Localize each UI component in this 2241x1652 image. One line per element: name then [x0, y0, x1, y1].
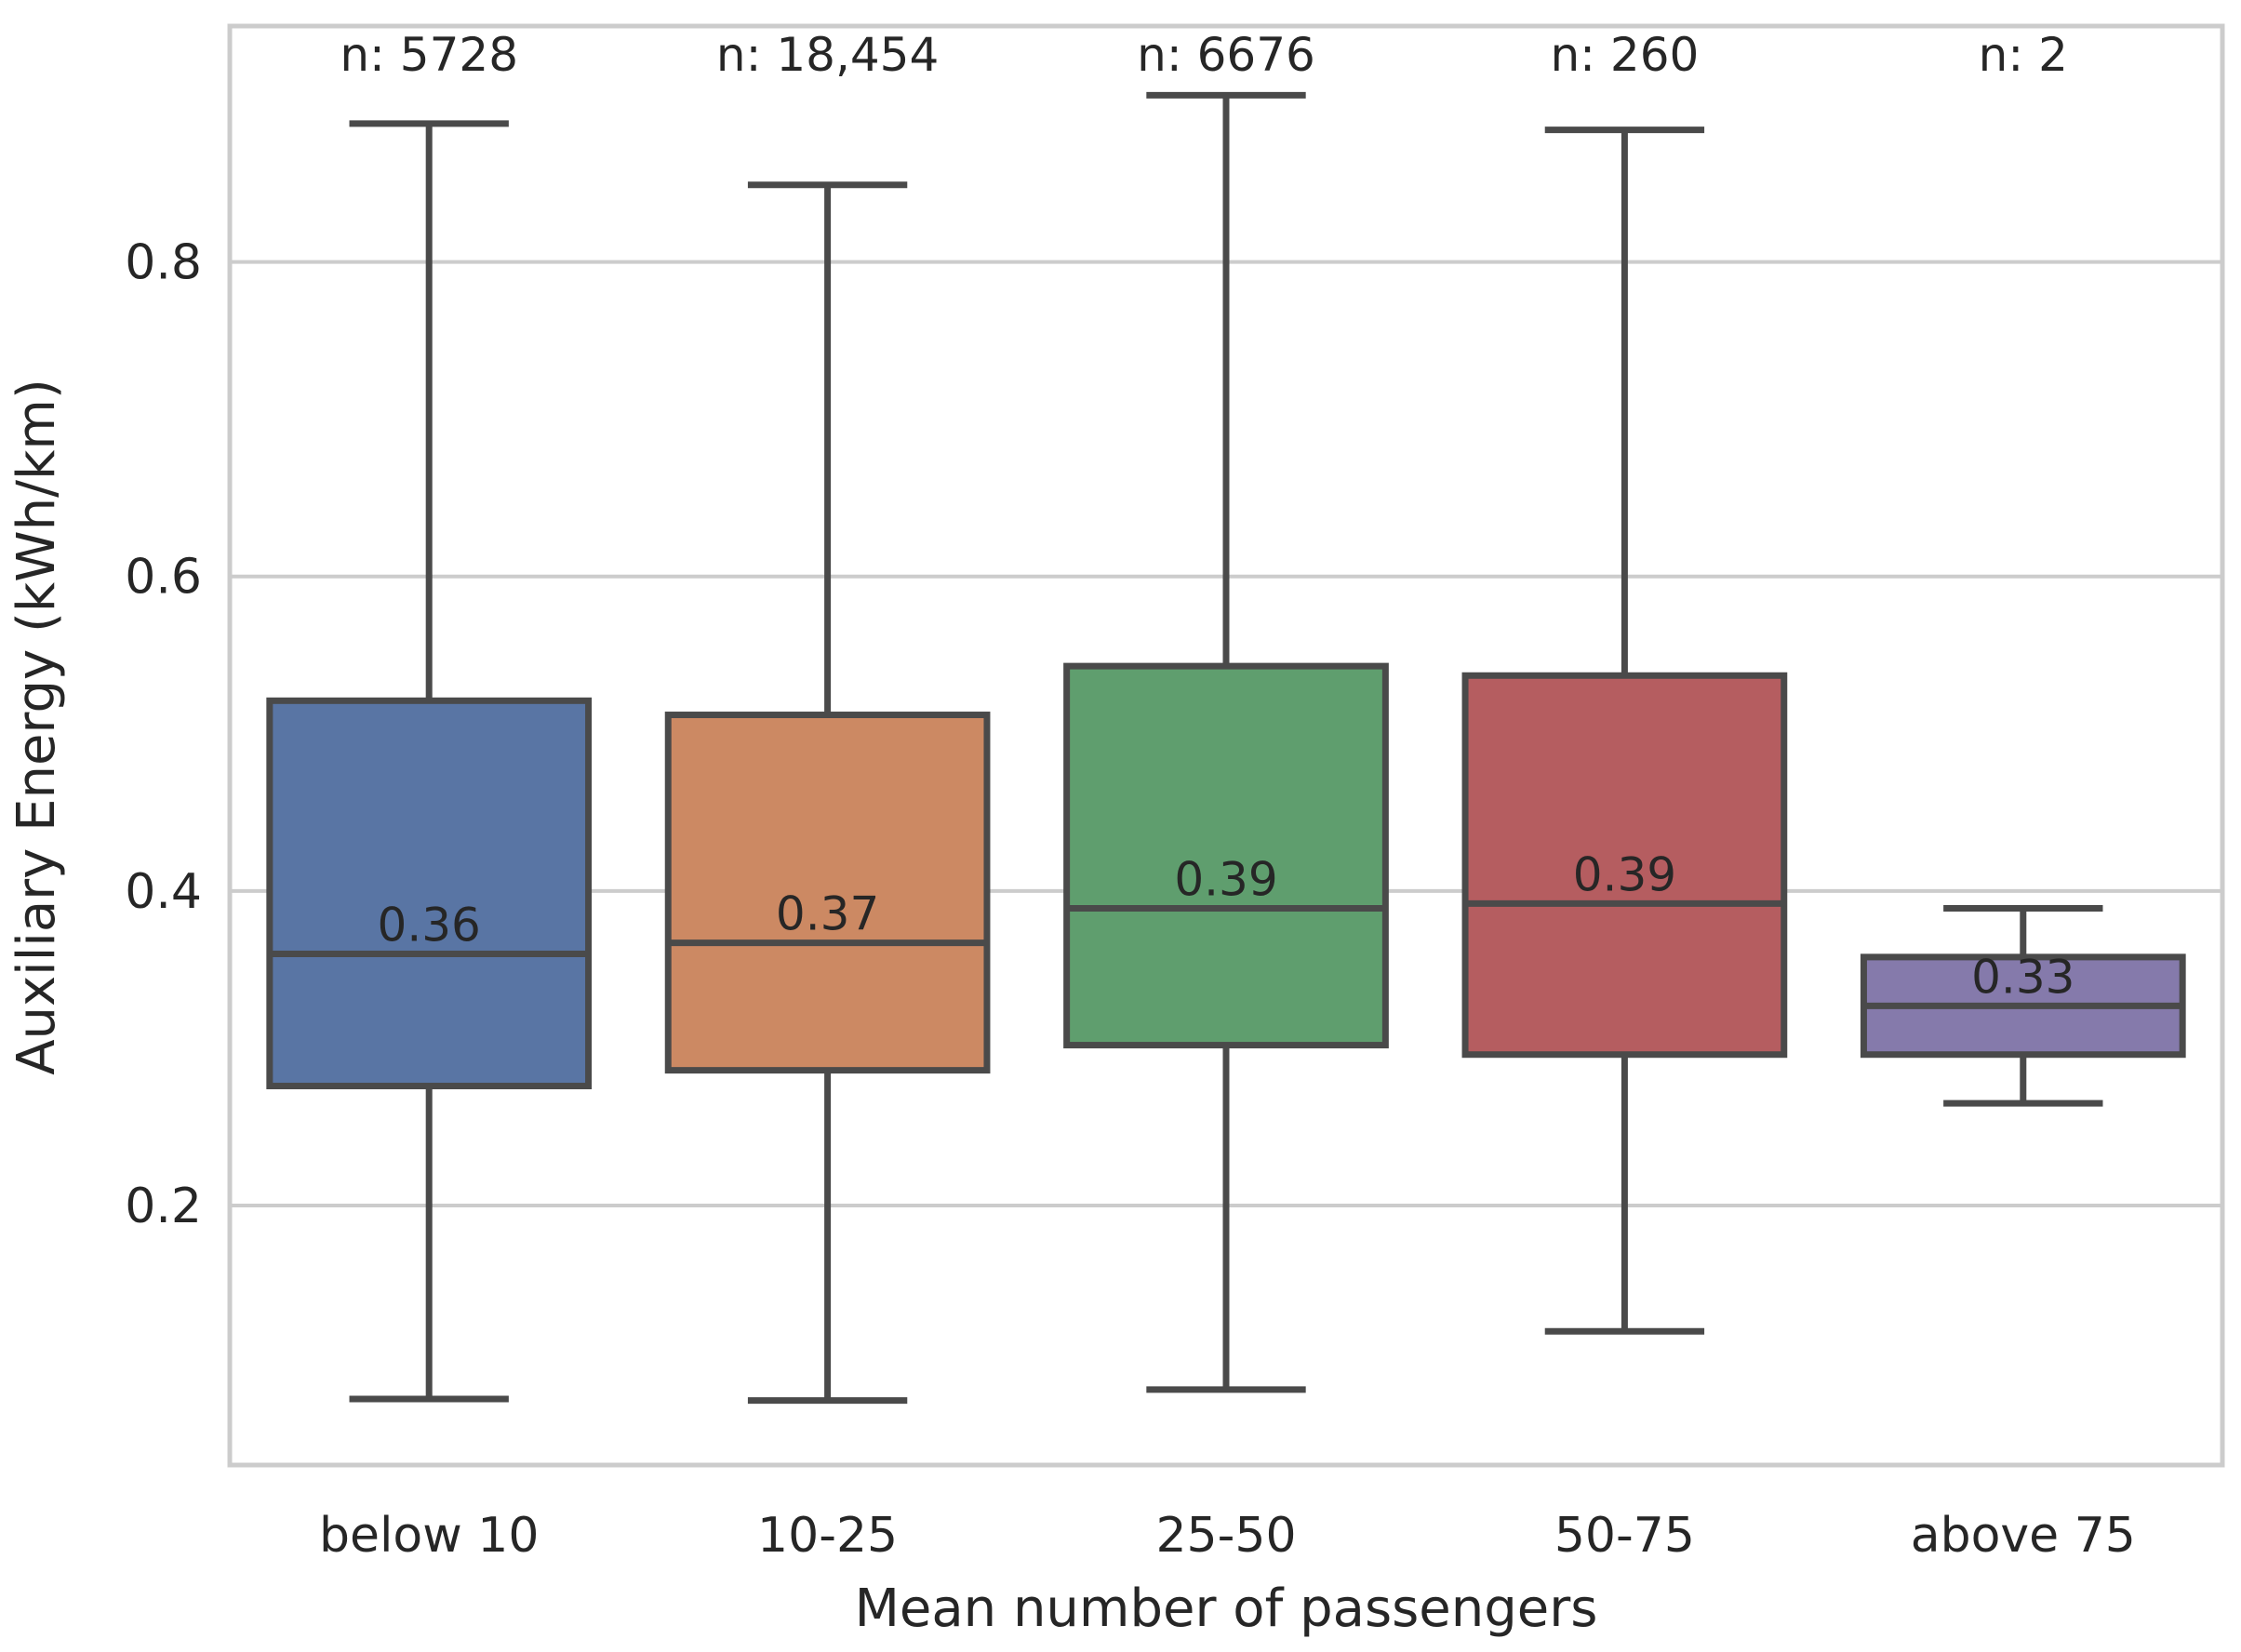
median-value-label: 0.37: [776, 887, 879, 941]
x-tick-label: above 75: [1911, 1508, 2136, 1564]
median-value-label: 0.39: [1174, 852, 1277, 906]
box-group: 0.39 n: 6676: [1063, 28, 1389, 1393]
sample-size-label: n: 260: [1550, 28, 1699, 82]
x-tick-label: 25-50: [1155, 1508, 1296, 1564]
x-tick-label: 10-25: [757, 1508, 898, 1564]
plot-frame: [227, 23, 2225, 1468]
iqr-box: [1063, 662, 1389, 1049]
sample-size-label: n: 18,454: [716, 28, 939, 82]
iqr-box: [1461, 672, 1788, 1059]
y-tick-label: 0.4: [125, 864, 202, 920]
y-axis-label: Auxiliary Energy (kWh/km): [7, 379, 67, 1075]
box-group: 0.36 n: 5728: [266, 28, 593, 1403]
y-tick-label: 0.6: [125, 550, 202, 606]
median-value-label: 0.33: [1971, 950, 2074, 1004]
box-group: 0.39 n: 260: [1461, 28, 1788, 1335]
y-tick-label: 0.2: [125, 1179, 202, 1234]
sample-size-label: n: 2: [1979, 28, 2068, 82]
x-tick-label: 50-75: [1554, 1508, 1695, 1564]
iqr-box: [664, 712, 991, 1074]
sample-size-label: n: 6676: [1137, 28, 1315, 82]
median-value-label: 0.39: [1573, 847, 1676, 901]
sample-size-label: n: 5728: [340, 28, 518, 82]
x-axis-ticks: below 10 10-25 25-50 50-75 above 75: [319, 1508, 2136, 1564]
y-axis-ticks: 0.2 0.4 0.6 0.8: [125, 235, 202, 1234]
x-axis-label: Mean number of passengers: [855, 1579, 1598, 1639]
box-group: 0.33 n: 2: [1860, 28, 2186, 1107]
iqr-box: [266, 697, 593, 1090]
box-series: 0.36 n: 5728 0.37 n: 18,454 0.39 n: 6676 0.39 n…: [266, 28, 2186, 1405]
y-tick-label: 0.8: [125, 235, 202, 291]
x-tick-label: below 10: [319, 1508, 540, 1564]
median-value-label: 0.36: [378, 899, 481, 953]
box-group: 0.37 n: 18,454: [664, 28, 991, 1405]
